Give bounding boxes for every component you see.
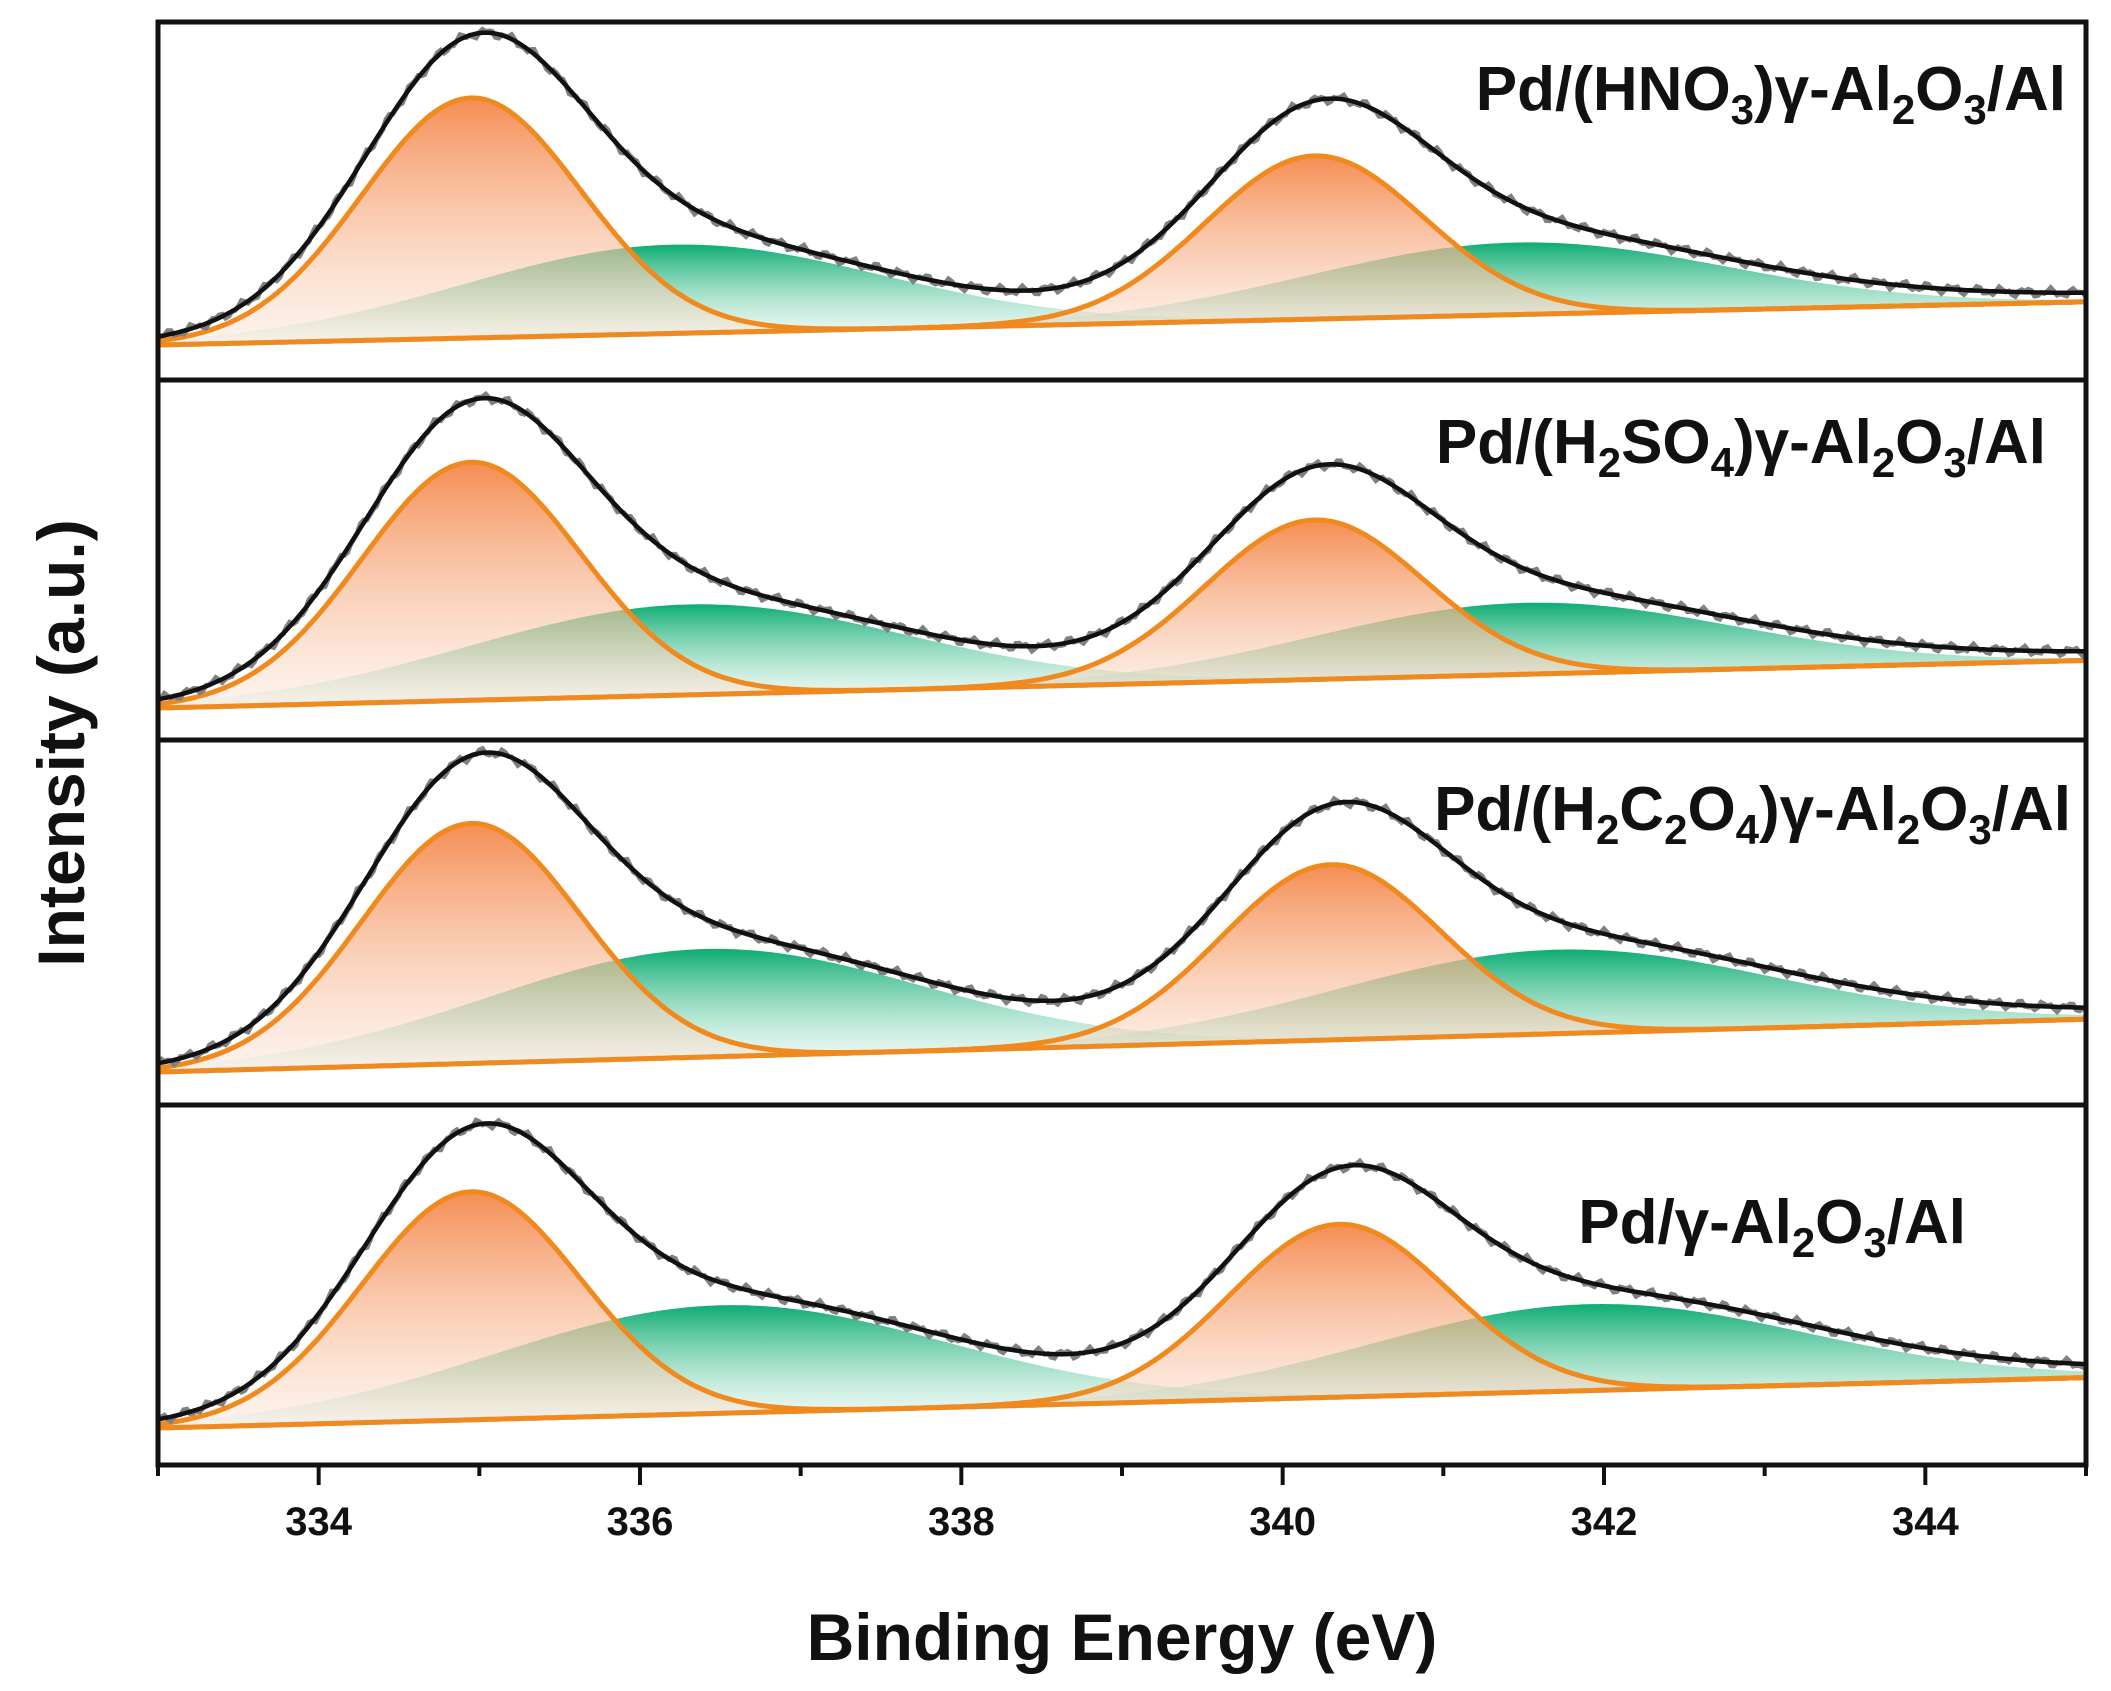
x-tick-label-334: 334 (285, 1500, 352, 1544)
panel-2: Pd/(H2SO4)γ-Al2O3/Al (155, 377, 2089, 743)
panel-4-label: Pd/γ-Al2O3/Al (1578, 1188, 1966, 1266)
x-tick-label-342: 342 (1571, 1500, 1638, 1544)
x-axis-title: Binding Energy (eV) (807, 1600, 1438, 1674)
panel-2-label: Pd/(H2SO4)γ-Al2O3/Al (1436, 408, 2046, 486)
panel-2-pd0-3d32-component-fill (158, 520, 2086, 708)
panel-4-pd0-3d32-component-line (157, 1221, 2087, 1431)
panel-4-fit-envelope (157, 1121, 2087, 1422)
x-tick-label-338: 338 (928, 1500, 995, 1544)
panel-4-pd2-3d32-component-fill (158, 1304, 2086, 1428)
y-axis-title: Intensity (a.u.) (24, 519, 98, 966)
panel-3-pd0-3d32-component-fill (158, 864, 2086, 1072)
panel-1: Pd/(HNO3)γ-Al2O3/Al (155, 19, 2089, 383)
x-tick-label-340: 340 (1249, 1500, 1316, 1544)
panel-4-pd0-3d52-component-fill (158, 1191, 2086, 1428)
panel-4: Pd/γ-Al2O3/Al (155, 1102, 2089, 1468)
panel-4-pd0-3d32-component-fill (158, 1224, 2086, 1428)
panel-1-pd2-3d32-component-fill (158, 242, 2086, 345)
panel-1-fit-envelope (157, 30, 2086, 339)
panel-3-pd0-3d32-component-line (157, 862, 2087, 1075)
x-tick-label-344: 344 (1892, 1500, 1959, 1544)
panel-2-pd0-3d32-component-line (157, 517, 2087, 711)
panel-3: Pd/(H2C2O4)γ-Al2O3/Al (155, 737, 2089, 1108)
panel-1-pd0-3d32-component-line (157, 153, 2087, 348)
x-axis: 334 336 338 340 342 344 (156, 1465, 2088, 1544)
x-tick-label-336: 336 (607, 1500, 674, 1544)
panel-3-label: Pd/(H2C2O4)γ-Al2O3/Al (1434, 775, 2071, 853)
panel-1-label: Pd/(HNO3)γ-Al2O3/Al (1476, 55, 2066, 133)
panel-2-pd2-3d32-component-fill (158, 602, 2086, 708)
panel-1-pd0-3d52-component-fill (158, 98, 2086, 345)
panel-2-pd0-3d52-component-fill (158, 462, 2086, 708)
panel-2-fit-envelope (157, 395, 2086, 702)
panel-3-pd2-3d32-component-fill (158, 949, 2086, 1072)
panel-3-fit-envelope (157, 750, 2087, 1066)
panel-3-pd0-3d52-component-fill (158, 823, 2086, 1072)
panel-1-pd0-3d32-component-fill (158, 155, 2086, 345)
